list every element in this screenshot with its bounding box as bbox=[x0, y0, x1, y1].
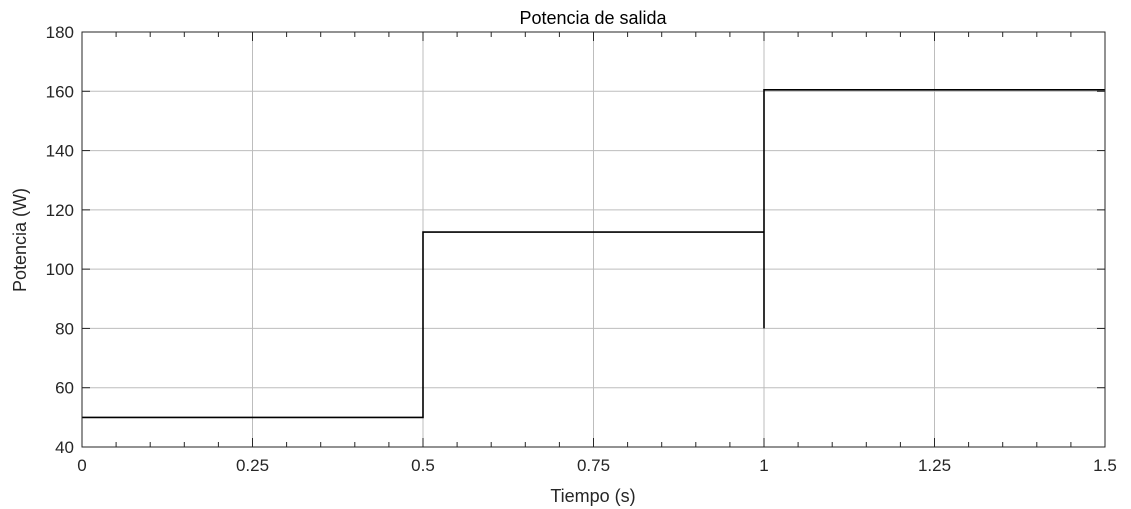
x-tick-label: 1.5 bbox=[1093, 456, 1117, 475]
x-tick-labels: 0 0.25 0.5 0.75 1 1.25 1.5 bbox=[77, 456, 1117, 475]
y-tick-label: 80 bbox=[55, 319, 74, 338]
x-tick-label: 1.25 bbox=[918, 456, 951, 475]
y-tick-label: 60 bbox=[55, 379, 74, 398]
series bbox=[82, 89, 1105, 419]
y-tick-label: 160 bbox=[46, 82, 74, 101]
grid bbox=[81, 31, 1106, 448]
y-tick-label: 40 bbox=[55, 438, 74, 457]
y-tick-label: 180 bbox=[46, 23, 74, 42]
x-tick-label: 0.5 bbox=[411, 456, 435, 475]
y-axis-title: Potencia (W) bbox=[10, 188, 30, 292]
y-tick-label: 100 bbox=[46, 260, 74, 279]
x-tick-label: 1 bbox=[759, 456, 768, 475]
x-axis-title: Tiempo (s) bbox=[550, 486, 635, 506]
series-line bbox=[82, 89, 1105, 419]
x-tick-label: 0 bbox=[77, 456, 86, 475]
x-tick-label: 0.75 bbox=[577, 456, 610, 475]
chart-title: Potencia de salida bbox=[519, 8, 667, 28]
x-tick-label: 0.25 bbox=[236, 456, 269, 475]
y-tick-labels: 40 60 80 100 120 140 160 180 bbox=[46, 23, 74, 457]
plot-area-frame bbox=[81, 31, 1106, 448]
y-tick-label: 140 bbox=[46, 142, 74, 161]
y-tick-label: 120 bbox=[46, 201, 74, 220]
